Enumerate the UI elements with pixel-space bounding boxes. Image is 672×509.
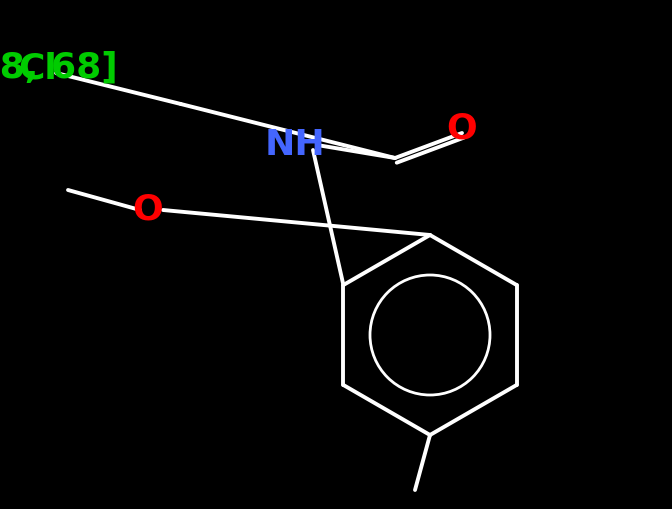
- Text: [38, 68]: [38, 68]: [0, 51, 118, 85]
- Text: O: O: [447, 111, 477, 145]
- Text: NH: NH: [265, 128, 325, 162]
- Text: Cl: Cl: [19, 51, 57, 85]
- Text: O: O: [132, 193, 163, 227]
